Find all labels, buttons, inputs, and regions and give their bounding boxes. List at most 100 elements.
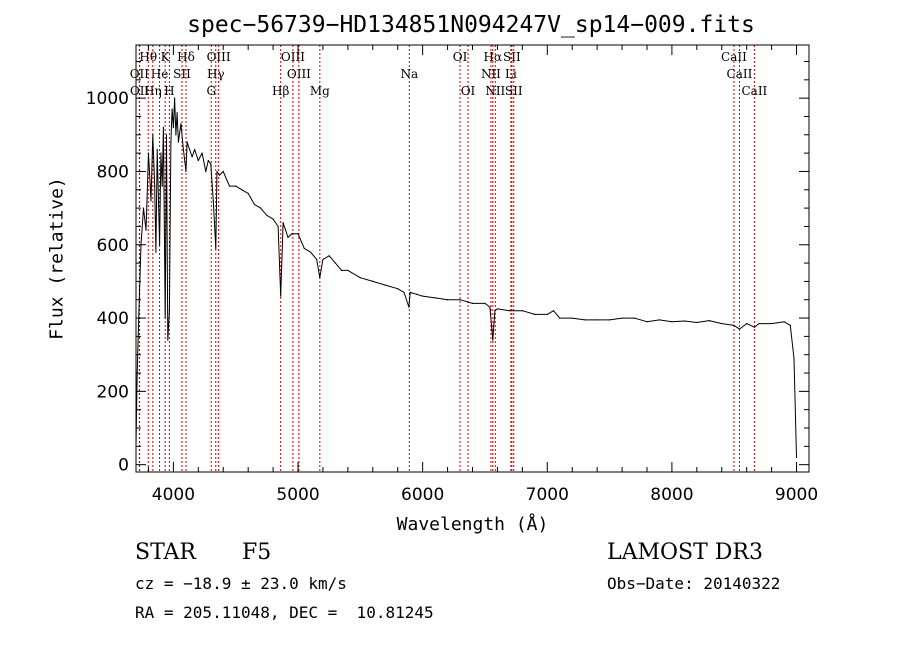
- spectrum-point: [415, 293, 418, 295]
- y-axis-label: Flux (relative): [46, 177, 67, 340]
- spectral-line-label: OIII: [287, 67, 311, 81]
- spectrum-point: [162, 126, 165, 129]
- spectrum-point: [207, 159, 209, 162]
- spectrum-point: [176, 112, 178, 114]
- spectrum-point: [235, 185, 237, 187]
- spectral-line-label: K: [161, 50, 171, 64]
- spectrum-point: [161, 185, 163, 187]
- spectrum-point: [608, 319, 611, 321]
- spectrum-point: [297, 233, 299, 235]
- spectral-line-label: SII: [503, 50, 521, 64]
- spectral-line-label: Hα: [484, 50, 503, 64]
- spectral-line-label: CaII: [741, 84, 767, 98]
- spectrum-point: [303, 247, 305, 250]
- y-tick-label: 0: [118, 456, 129, 476]
- spectrum-point: [182, 148, 184, 151]
- spectrum-point: [284, 229, 287, 231]
- spectrum-point: [272, 218, 274, 220]
- spectrum-point: [559, 317, 561, 319]
- spectrum-point: [384, 284, 386, 286]
- spectrum-point: [372, 280, 374, 283]
- spectral-line-label: Hγ: [207, 67, 225, 81]
- spectrum-point: [241, 189, 243, 191]
- spectrum-point: [215, 247, 217, 250]
- ra-dec-coordinates: RA = 205.11048, DEC = 10.81245: [135, 603, 434, 622]
- spectrum-point: [212, 200, 214, 202]
- spectrum-point: [247, 192, 249, 195]
- spectrum-point: [170, 141, 172, 143]
- spectrum-point: [738, 328, 741, 330]
- spectral-line-label: CaII: [721, 50, 747, 64]
- spectral-line-label: Hη: [144, 84, 162, 98]
- spectral-line-label: NII: [481, 67, 501, 81]
- spectrum-point: [282, 222, 284, 224]
- chart-title: spec−56739−HD134851N094247V_sp14−009.fit…: [187, 12, 755, 38]
- spectrum-point: [783, 321, 785, 323]
- spectral-line-label: G: [206, 84, 216, 98]
- spectral-line-label: Li: [505, 67, 517, 81]
- spectrum-point: [671, 321, 673, 323]
- spectrum-point: [571, 317, 573, 319]
- spectrum-point: [471, 302, 474, 304]
- spectral-line-label: Hθ: [139, 50, 157, 64]
- spectrum-point: [658, 319, 661, 321]
- spectrum-point: [168, 310, 171, 312]
- spectrum-point: [277, 225, 279, 228]
- spectrum-point: [266, 214, 268, 217]
- spectrum-point: [793, 357, 795, 359]
- spectrum-point: [185, 170, 187, 173]
- spectrum-point: [534, 313, 536, 315]
- spectrum-point: [708, 320, 710, 322]
- plot-frame: [135, 44, 810, 473]
- spectrum-point: [646, 321, 648, 323]
- spectrum-point: [721, 322, 723, 325]
- spectrum-point: [746, 322, 748, 325]
- spectrum-point: [167, 339, 169, 341]
- spectrum-point: [771, 322, 773, 325]
- spectrum-point: [174, 97, 176, 99]
- spectrum-point: [494, 310, 496, 312]
- spectrum-point: [193, 148, 196, 151]
- spectrum-point: [596, 319, 598, 321]
- spectrum-point: [403, 291, 405, 294]
- spectrum-point: [197, 159, 199, 162]
- object-class: STAR: [135, 540, 196, 565]
- spectral-line-label: CaII: [727, 67, 753, 81]
- spectrum-point: [171, 108, 173, 110]
- spectrum-point: [228, 185, 231, 187]
- spectrum-point: [753, 326, 756, 328]
- spectrum-point: [484, 302, 486, 304]
- spectrum-point: [316, 258, 318, 261]
- spectrum-point: [291, 233, 293, 235]
- spectral-line-label: SII: [173, 67, 191, 81]
- spectrum-point: [683, 320, 685, 322]
- spectral-line-label: Hδ: [177, 50, 195, 64]
- x-tick-label: 6000: [401, 485, 444, 505]
- spectrum-point: [222, 170, 224, 173]
- y-tick-label: 600: [97, 236, 129, 256]
- spectrum-point: [546, 313, 548, 315]
- spectrum-point: [188, 148, 191, 151]
- spectrum-point: [210, 163, 212, 165]
- spectrum-point: [758, 322, 760, 325]
- spectral-line-label: OI: [461, 84, 476, 98]
- spectrum-point: [172, 126, 174, 129]
- spectrum-point: [137, 324, 140, 326]
- spectral-line-label: Hβ: [272, 84, 289, 98]
- spectrum-point: [496, 308, 499, 310]
- spectrum-point: [584, 319, 586, 321]
- spectral-line-label: H: [164, 84, 174, 98]
- spectrum-point: [422, 295, 424, 297]
- spectrum-point: [334, 262, 337, 264]
- spectrum-point: [446, 299, 449, 301]
- spectrum-point: [158, 244, 161, 246]
- spectrum-point: [165, 134, 168, 136]
- spectrum-point: [397, 288, 399, 290]
- spectral-line-label: Na: [400, 67, 418, 81]
- spectrum-point: [142, 207, 145, 209]
- spectrum-point: [409, 291, 411, 294]
- spectrum-point: [489, 306, 491, 308]
- spectrum-point: [191, 156, 193, 158]
